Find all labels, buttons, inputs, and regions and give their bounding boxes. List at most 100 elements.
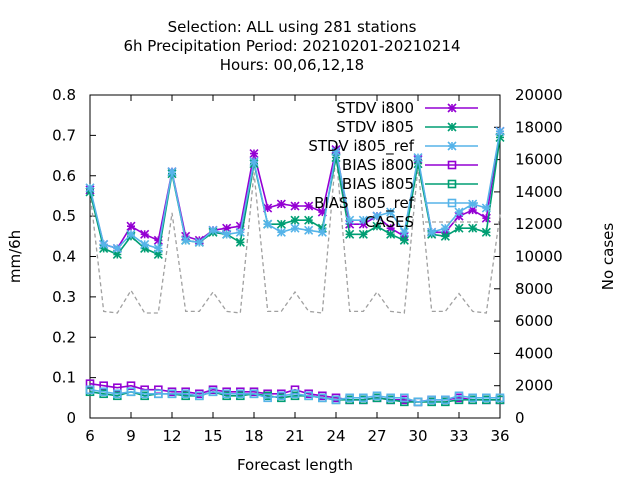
y2-tick-label: 10000 [515,248,563,266]
legend-label-cases: CASES [365,213,414,231]
legend-label-stdv-i805-ref: STDV i805_ref [308,137,414,156]
data-point-bias-i805-ref [359,393,368,403]
legend-marker-bias-i805-ref [447,198,457,208]
y-tick-label: 0.5 [52,207,76,225]
data-point-bias-i805-ref [154,389,163,399]
chart-axes: 6 9 12 15 18 21 24 27 30 33 36 0 0.1 0.2 0.3 0.4 0.5 0.6 0… [6,86,617,474]
data-point-stdv-i805-ref [222,229,232,239]
y-tick-label: 0.3 [52,288,76,306]
data-point-bias-i805-ref [454,391,464,401]
data-point-stdv-i805 [468,223,478,233]
x-tick-label: 6 [85,427,95,445]
data-point-stdv-i805-ref [140,239,150,249]
data-point-bias-i805-ref [181,389,190,399]
series-stdv-i805 [85,132,505,260]
series-line-bias-i805-ref [89,388,500,403]
x-tick-label: 33 [449,427,468,445]
data-point-stdv-i805-ref [181,235,191,245]
data-point-stdv-i805-ref [208,225,218,235]
data-point-stdv-i805-ref [440,223,450,233]
title-line-1: Selection: ALL using 281 stations [168,18,417,36]
legend-marker-stdv-i805 [447,122,457,132]
data-point-bias-i805-ref [304,391,313,401]
data-point-stdv-i805-ref [194,237,204,247]
data-point-stdv-i805-ref [427,227,437,237]
data-point-bias-i805-ref [468,393,477,403]
data-point-stdv-i805-ref [304,225,314,235]
data-point-stdv-i805-ref [249,157,259,167]
data-point-bias-i805-ref [482,393,491,403]
data-point-bias-i805-ref [167,389,177,399]
y2-axis-label: No cases [599,223,617,291]
data-point-stdv-i805-ref [454,207,464,217]
data-point-stdv-i805-ref [85,183,95,193]
data-point-bias-i805-ref [277,391,286,401]
data-point-bias-i805-ref [372,391,382,401]
y2-tick-label: 20000 [515,86,563,104]
data-point-stdv-i805-ref [263,219,273,229]
data-point-bias-i805-ref [236,389,245,399]
data-point-stdv-i805 [386,229,396,239]
data-point-stdv-i800 [126,221,136,231]
data-point-stdv-i805-ref [167,167,177,177]
data-point-bias-i805-ref [99,387,108,397]
data-point-stdv-i805-ref [290,223,300,233]
data-point-bias-i805-ref [263,393,272,403]
data-point-stdv-i805-ref [99,239,109,249]
data-point-bias-i805-ref [400,393,409,403]
x-tick-label: 18 [244,427,263,445]
x-tick-label: 15 [203,427,222,445]
x-axis-label: Forecast length [237,456,353,474]
x-tick-label: 27 [367,427,386,445]
data-point-bias-i805-ref [222,389,231,399]
y2-tick-label: 18000 [515,118,563,136]
series-stdv-i805-ref [85,126,505,253]
y2-tick-label: 14000 [515,183,563,201]
data-point-stdv-i800 [140,229,150,239]
data-point-stdv-i805-ref [153,243,163,253]
data-point-stdv-i805-ref [386,207,396,217]
data-point-bias-i805-ref [318,393,327,403]
data-point-stdv-i805-ref [331,146,341,157]
legend-marker-bias-i805 [447,179,457,189]
series-line-cases [89,153,501,314]
data-point-stdv-i805 [454,223,464,233]
y-tick-label: 0.7 [52,126,76,144]
y2-tick-label: 0 [515,409,525,427]
legend-label-stdv-i805: STDV i805 [336,118,414,136]
data-point-bias-i805-ref [441,395,450,405]
data-point-stdv-i805 [235,237,245,247]
data-point-stdv-i805-ref [399,227,409,237]
legend-marker-stdv-i805-ref [447,141,457,151]
data-point-bias-i805-ref [345,393,354,403]
data-point-stdv-i800 [358,219,368,229]
data-point-bias-i800 [85,379,95,388]
data-point-bias-i805-ref [290,389,300,399]
data-point-stdv-i805 [372,221,382,231]
data-point-stdv-i805 [481,227,491,237]
data-point-stdv-i805-ref [358,215,368,225]
data-point-stdv-i800 [290,201,300,211]
title-line-2: 6h Precipitation Period: 20210201-202102… [123,37,460,55]
data-point-stdv-i805-ref [276,227,286,237]
data-point-bias-i805-ref [495,393,505,403]
y-tick-label: 0.8 [52,86,76,104]
data-point-stdv-i805-ref [372,211,382,221]
data-point-stdv-i805-ref [481,203,491,213]
data-point-stdv-i805 [290,215,300,225]
data-point-stdv-i805-ref [468,199,478,209]
y-tick-label: 0 [66,409,76,427]
y-tick-label: 0.6 [52,167,76,185]
legend-label-bias-i800: BIAS i800 [342,156,414,174]
series-bias-i805-ref [85,385,505,407]
data-point-stdv-i805 [399,235,409,245]
y2-tick-label: 12000 [515,215,563,233]
data-point-bias-i805-ref [140,389,149,399]
y2-tick-label: 16000 [515,151,563,169]
y2-tick-label: 2000 [515,377,553,395]
data-point-bias-i805-ref [113,389,122,399]
legend-marker-bias-i800 [447,160,457,170]
x-tick-label: 21 [285,427,304,445]
